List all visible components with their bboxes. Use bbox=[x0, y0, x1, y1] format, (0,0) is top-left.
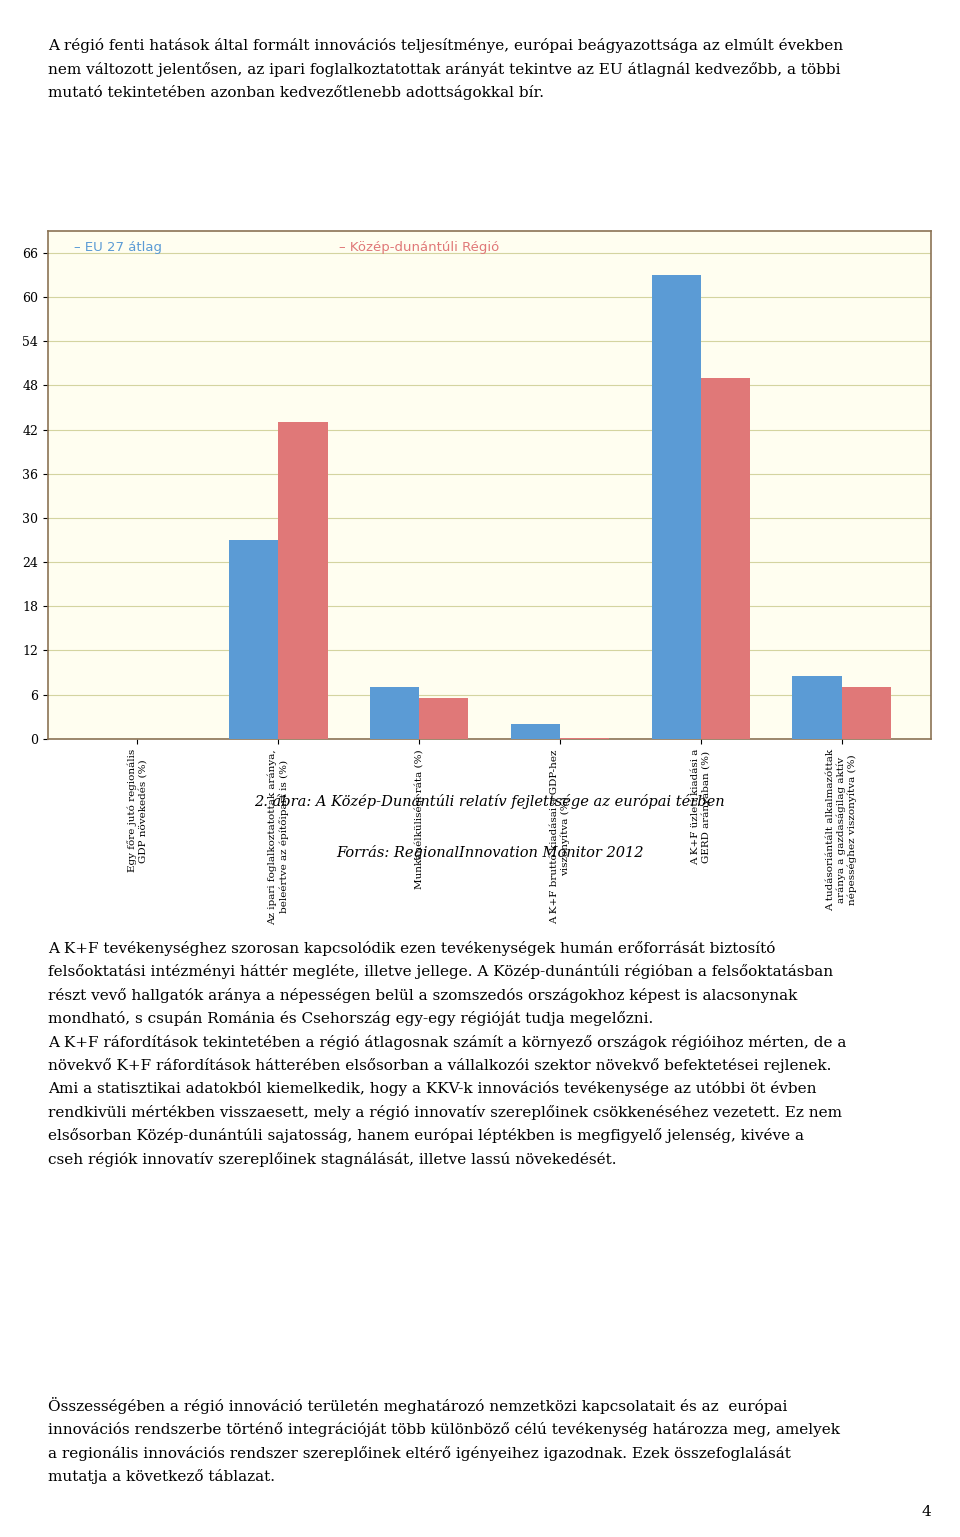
Bar bbox=[701, 378, 750, 739]
Bar bbox=[652, 275, 701, 739]
Bar bbox=[842, 687, 891, 739]
Text: 4: 4 bbox=[922, 1505, 931, 1519]
Bar bbox=[278, 423, 327, 739]
Text: A K+F tevékenységhez szorosan kapcsolódik ezen tevékenységek humán erőforrását b: A K+F tevékenységhez szorosan kapcsolódi… bbox=[48, 941, 847, 1167]
Text: A régió fenti hatások által formált innovációs teljesítménye, európai beágyazott: A régió fenti hatások által formált inno… bbox=[48, 38, 843, 100]
Text: Összességében a régió innováció területén meghatározó nemzetközi kapcsolatait és: Összességében a régió innováció területé… bbox=[48, 1397, 840, 1485]
Bar bbox=[511, 724, 560, 739]
Text: – EU 27 átlag: – EU 27 átlag bbox=[75, 241, 162, 254]
Bar bbox=[420, 698, 468, 739]
Bar bbox=[792, 676, 842, 739]
Text: Forrás: RegionalInnovation Monitor 2012: Forrás: RegionalInnovation Monitor 2012 bbox=[336, 845, 643, 859]
Text: – Közép-dunántúli Régió: – Közép-dunántúli Régió bbox=[340, 241, 500, 254]
Bar bbox=[229, 539, 278, 739]
Bar bbox=[370, 687, 420, 739]
Text: 2. ábra: A Közép-Dunántúli relatív fejlettsége az európai térben: 2. ábra: A Közép-Dunántúli relatív fejle… bbox=[254, 795, 725, 808]
